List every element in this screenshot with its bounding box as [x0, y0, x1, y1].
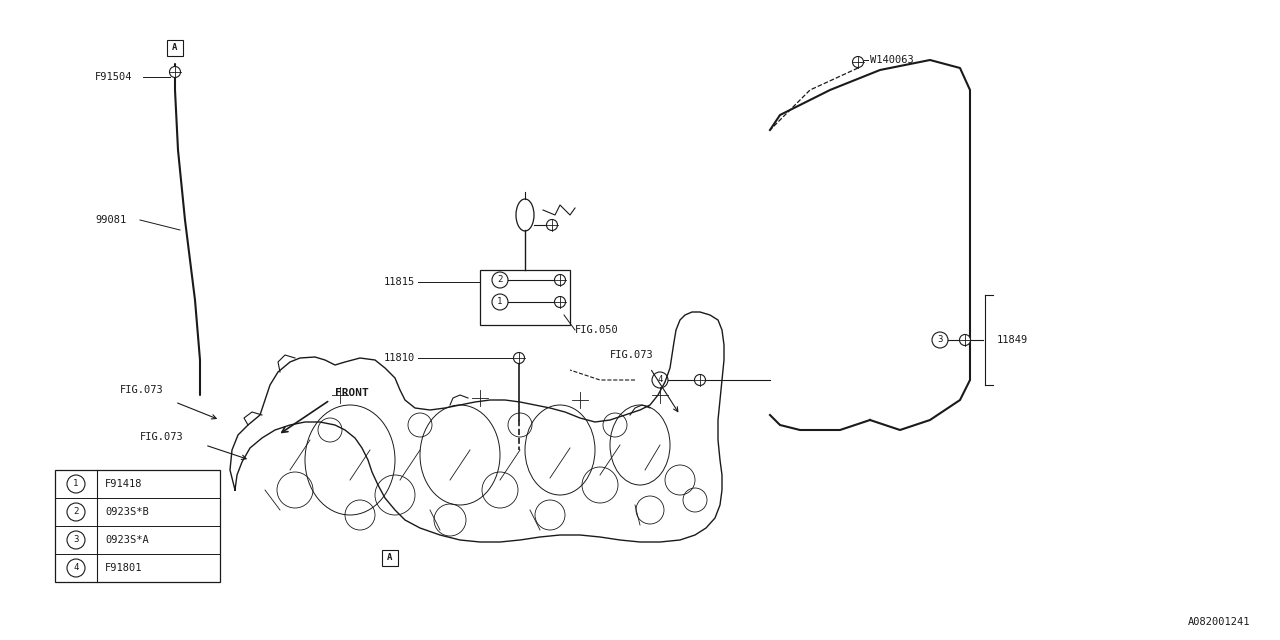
- Circle shape: [554, 275, 566, 285]
- Text: 11810: 11810: [384, 353, 415, 363]
- Bar: [55, 470, 220, 582]
- Text: 2: 2: [73, 508, 78, 516]
- Circle shape: [554, 296, 566, 307]
- Text: W140063: W140063: [870, 55, 914, 65]
- Text: 1: 1: [73, 479, 78, 488]
- Text: FIG.073: FIG.073: [140, 432, 184, 442]
- Bar: [166, 40, 183, 56]
- Text: 11815: 11815: [384, 277, 415, 287]
- Bar: [381, 550, 398, 566]
- Text: FIG.073: FIG.073: [120, 385, 164, 395]
- Circle shape: [513, 353, 525, 364]
- Text: 0923S*A: 0923S*A: [105, 535, 148, 545]
- Text: F91418: F91418: [105, 479, 142, 489]
- Text: 4: 4: [73, 563, 78, 573]
- Text: A082001241: A082001241: [1188, 617, 1251, 627]
- Text: 2: 2: [498, 275, 503, 285]
- Text: 3: 3: [937, 335, 942, 344]
- Circle shape: [695, 374, 705, 385]
- Text: FIG.050: FIG.050: [575, 325, 618, 335]
- Text: 11849: 11849: [997, 335, 1028, 345]
- Text: A: A: [173, 44, 178, 52]
- Text: F91801: F91801: [105, 563, 142, 573]
- Circle shape: [547, 220, 558, 230]
- Bar: [480, 270, 570, 325]
- Text: 4: 4: [658, 376, 663, 385]
- Text: FRONT: FRONT: [335, 388, 369, 398]
- Text: A: A: [388, 554, 393, 563]
- Text: 3: 3: [73, 536, 78, 545]
- Text: FIG.073: FIG.073: [611, 350, 654, 360]
- Text: F91504: F91504: [95, 72, 133, 82]
- Text: 1: 1: [498, 298, 503, 307]
- Circle shape: [169, 67, 180, 77]
- Text: 99081: 99081: [95, 215, 127, 225]
- Text: 0923S*B: 0923S*B: [105, 507, 148, 517]
- Circle shape: [852, 56, 864, 67]
- Circle shape: [960, 335, 970, 346]
